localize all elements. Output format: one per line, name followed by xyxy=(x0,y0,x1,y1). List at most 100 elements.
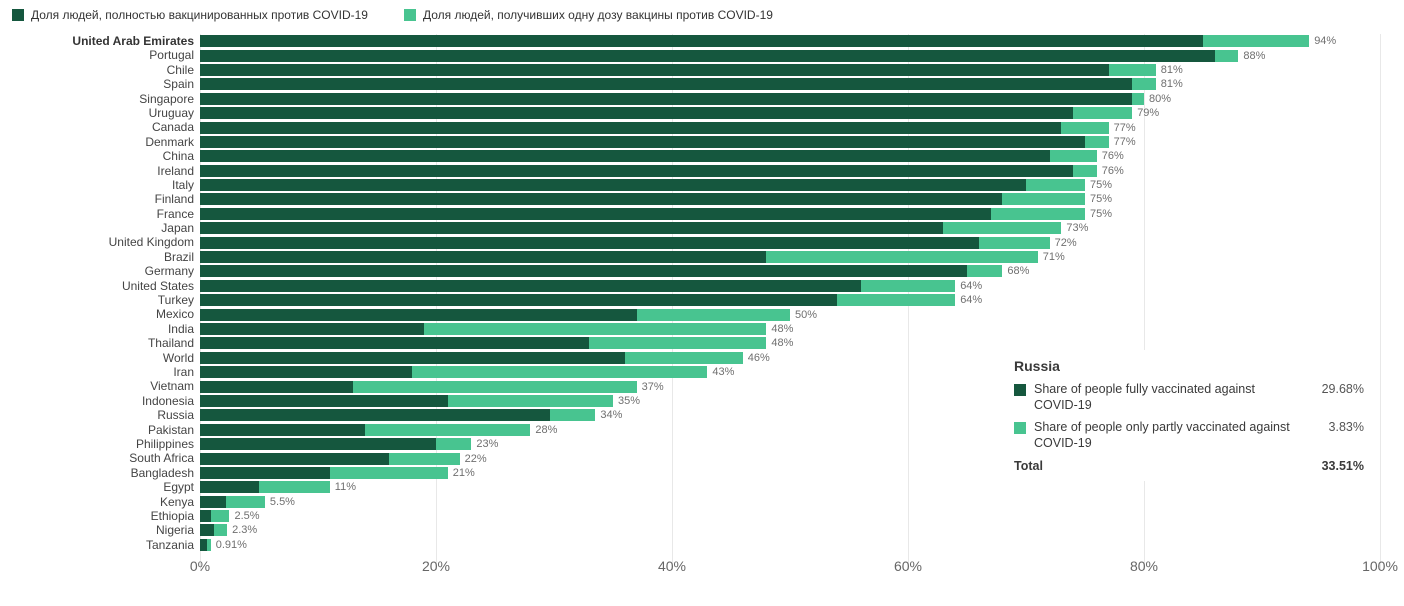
bar-seg-partly xyxy=(1050,150,1097,162)
bar-seg-partly xyxy=(436,438,471,450)
bar-seg-partly xyxy=(1203,35,1309,47)
bar-value-label: 77% xyxy=(1114,122,1136,134)
tooltip-row: Share of people fully vaccinated against… xyxy=(1014,382,1364,413)
bar-seg-fully xyxy=(200,107,1073,119)
tooltip-row-text: Share of people only partly vaccinated a… xyxy=(1034,420,1296,451)
bar-value-label: 80% xyxy=(1149,93,1171,105)
bar-row[interactable]: 81% xyxy=(200,77,1380,91)
bar-seg-partly xyxy=(589,337,766,349)
bar-row[interactable]: 94% xyxy=(200,34,1380,48)
bar-value-label: 71% xyxy=(1043,251,1065,263)
country-label: Iran xyxy=(173,365,194,379)
bar-track xyxy=(200,237,1050,249)
bar-row[interactable]: 77% xyxy=(200,120,1380,134)
tooltip: Russia Share of people fully vaccinated … xyxy=(1004,350,1374,481)
bar-seg-partly xyxy=(448,395,613,407)
bar-row[interactable]: 77% xyxy=(200,135,1380,149)
bar-track xyxy=(200,294,955,306)
bar-seg-partly xyxy=(1026,179,1085,191)
bar-track xyxy=(200,453,460,465)
x-tick-label: 80% xyxy=(1130,558,1158,574)
bar-seg-partly xyxy=(226,496,265,508)
bar-row[interactable]: 11% xyxy=(200,480,1380,494)
bar-seg-partly xyxy=(943,222,1061,234)
bar-track xyxy=(200,165,1097,177)
bar-value-label: 23% xyxy=(476,438,498,450)
country-label: Germany xyxy=(145,264,194,278)
bar-value-label: 81% xyxy=(1161,64,1183,76)
bar-row[interactable]: 2.5% xyxy=(200,509,1380,523)
bar-row[interactable]: 81% xyxy=(200,63,1380,77)
bar-seg-partly xyxy=(979,237,1050,249)
bar-track xyxy=(200,481,330,493)
bar-seg-fully xyxy=(200,539,207,551)
legend-label-fully: Доля людей, полностью вакцинированных пр… xyxy=(31,8,368,22)
bar-row[interactable]: 64% xyxy=(200,279,1380,293)
bar-seg-fully xyxy=(200,395,448,407)
bar-row[interactable]: 75% xyxy=(200,192,1380,206)
bar-seg-partly xyxy=(353,381,636,393)
country-label: Singapore xyxy=(139,92,194,106)
bar-row[interactable]: 48% xyxy=(200,322,1380,336)
country-label: United States xyxy=(122,279,194,293)
bar-row[interactable]: 71% xyxy=(200,250,1380,264)
bar-value-label: 72% xyxy=(1055,237,1077,249)
bar-track xyxy=(200,438,471,450)
tooltip-title: Russia xyxy=(1014,358,1364,374)
bar-row[interactable]: 50% xyxy=(200,307,1380,321)
bar-row[interactable]: 5.5% xyxy=(200,495,1380,509)
bar-row[interactable]: 79% xyxy=(200,106,1380,120)
bar-track xyxy=(200,381,637,393)
country-label: Tanzania xyxy=(146,538,194,552)
bar-value-label: 35% xyxy=(618,395,640,407)
bar-row[interactable]: 72% xyxy=(200,235,1380,249)
bar-seg-fully xyxy=(200,481,259,493)
bar-seg-partly xyxy=(991,208,1085,220)
bar-track xyxy=(200,352,743,364)
bar-value-label: 48% xyxy=(771,337,793,349)
bar-seg-fully xyxy=(200,35,1203,47)
country-label: Egypt xyxy=(163,480,194,494)
bar-row[interactable]: 76% xyxy=(200,164,1380,178)
bar-seg-partly xyxy=(1132,78,1156,90)
bar-row[interactable]: 2.3% xyxy=(200,523,1380,537)
bar-seg-partly xyxy=(1073,165,1097,177)
bar-value-label: 22% xyxy=(465,453,487,465)
bar-value-label: 28% xyxy=(535,424,557,436)
bar-seg-fully xyxy=(200,524,214,536)
x-tick-label: 20% xyxy=(422,558,450,574)
bar-value-label: 76% xyxy=(1102,150,1124,162)
country-label: Russia xyxy=(157,408,194,422)
country-label: Brazil xyxy=(164,250,194,264)
bar-row[interactable]: 64% xyxy=(200,293,1380,307)
bar-seg-fully xyxy=(200,193,1002,205)
bar-seg-partly xyxy=(330,467,448,479)
bar-row[interactable]: 75% xyxy=(200,207,1380,221)
bar-seg-fully xyxy=(200,136,1085,148)
tooltip-total: Total 33.51% xyxy=(1014,459,1364,473)
bar-row[interactable]: 48% xyxy=(200,336,1380,350)
bar-value-label: 81% xyxy=(1161,78,1183,90)
bar-row[interactable]: 0.91% xyxy=(200,538,1380,552)
bar-seg-partly xyxy=(766,251,1037,263)
bar-row[interactable]: 73% xyxy=(200,221,1380,235)
bar-seg-partly xyxy=(837,294,955,306)
bar-seg-fully xyxy=(200,409,550,421)
bar-row[interactable]: 75% xyxy=(200,178,1380,192)
bar-track xyxy=(200,136,1109,148)
bar-row[interactable]: 88% xyxy=(200,48,1380,62)
bar-value-label: 34% xyxy=(600,409,622,421)
bar-value-label: 50% xyxy=(795,309,817,321)
country-label: Spain xyxy=(163,77,194,91)
bar-track xyxy=(200,510,229,522)
bar-value-label: 77% xyxy=(1114,136,1136,148)
bar-value-label: 0.91% xyxy=(216,539,247,551)
bar-row[interactable]: 80% xyxy=(200,92,1380,106)
bar-seg-partly xyxy=(365,424,530,436)
bar-track xyxy=(200,50,1238,62)
bar-row[interactable]: 76% xyxy=(200,149,1380,163)
bar-row[interactable]: 68% xyxy=(200,264,1380,278)
country-label: Nigeria xyxy=(156,523,194,537)
bar-seg-fully xyxy=(200,265,967,277)
bar-seg-fully xyxy=(200,150,1050,162)
